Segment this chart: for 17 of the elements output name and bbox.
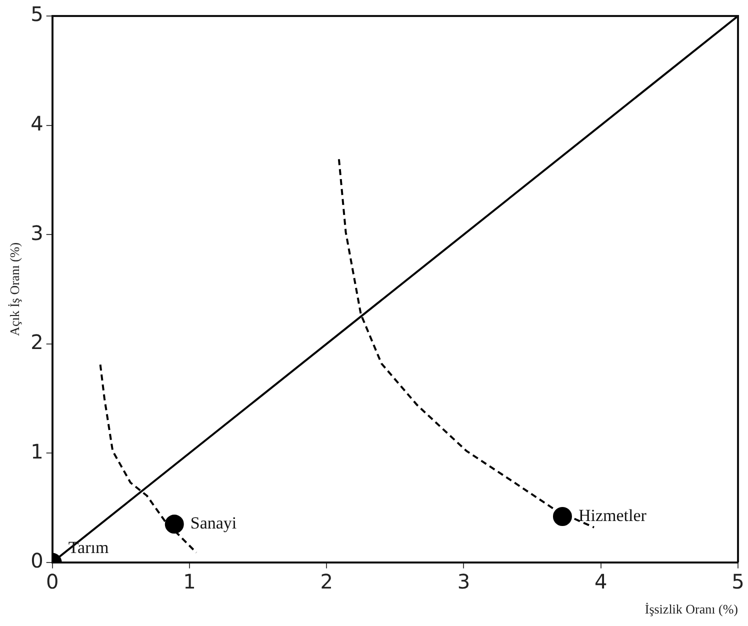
x-tick-label: 0 (46, 570, 59, 594)
annotation: Sanayi (190, 514, 237, 533)
y-tick-label: 0 (30, 548, 44, 573)
y-tick-label: 1 (30, 439, 44, 464)
x-tick-label: 4 (594, 570, 608, 594)
y-axis-title: Açık İş Oranı (%) (7, 242, 22, 336)
y-tick-label: 4 (30, 111, 44, 136)
y-tick-label: 5 (30, 2, 44, 26)
x-axis-title: İşsizlik Oranı (%) (644, 602, 738, 617)
y-tick-label: 3 (30, 220, 44, 245)
x-tick-label: 3 (457, 570, 470, 594)
x-tick-label: 2 (320, 570, 333, 594)
x-tick-label: 5 (732, 570, 744, 594)
annotation: Tarım (68, 538, 109, 557)
y-tick-label: 2 (30, 330, 44, 354)
x-tick-label: 1 (183, 570, 196, 594)
annotation: Hizmetler (578, 506, 647, 525)
